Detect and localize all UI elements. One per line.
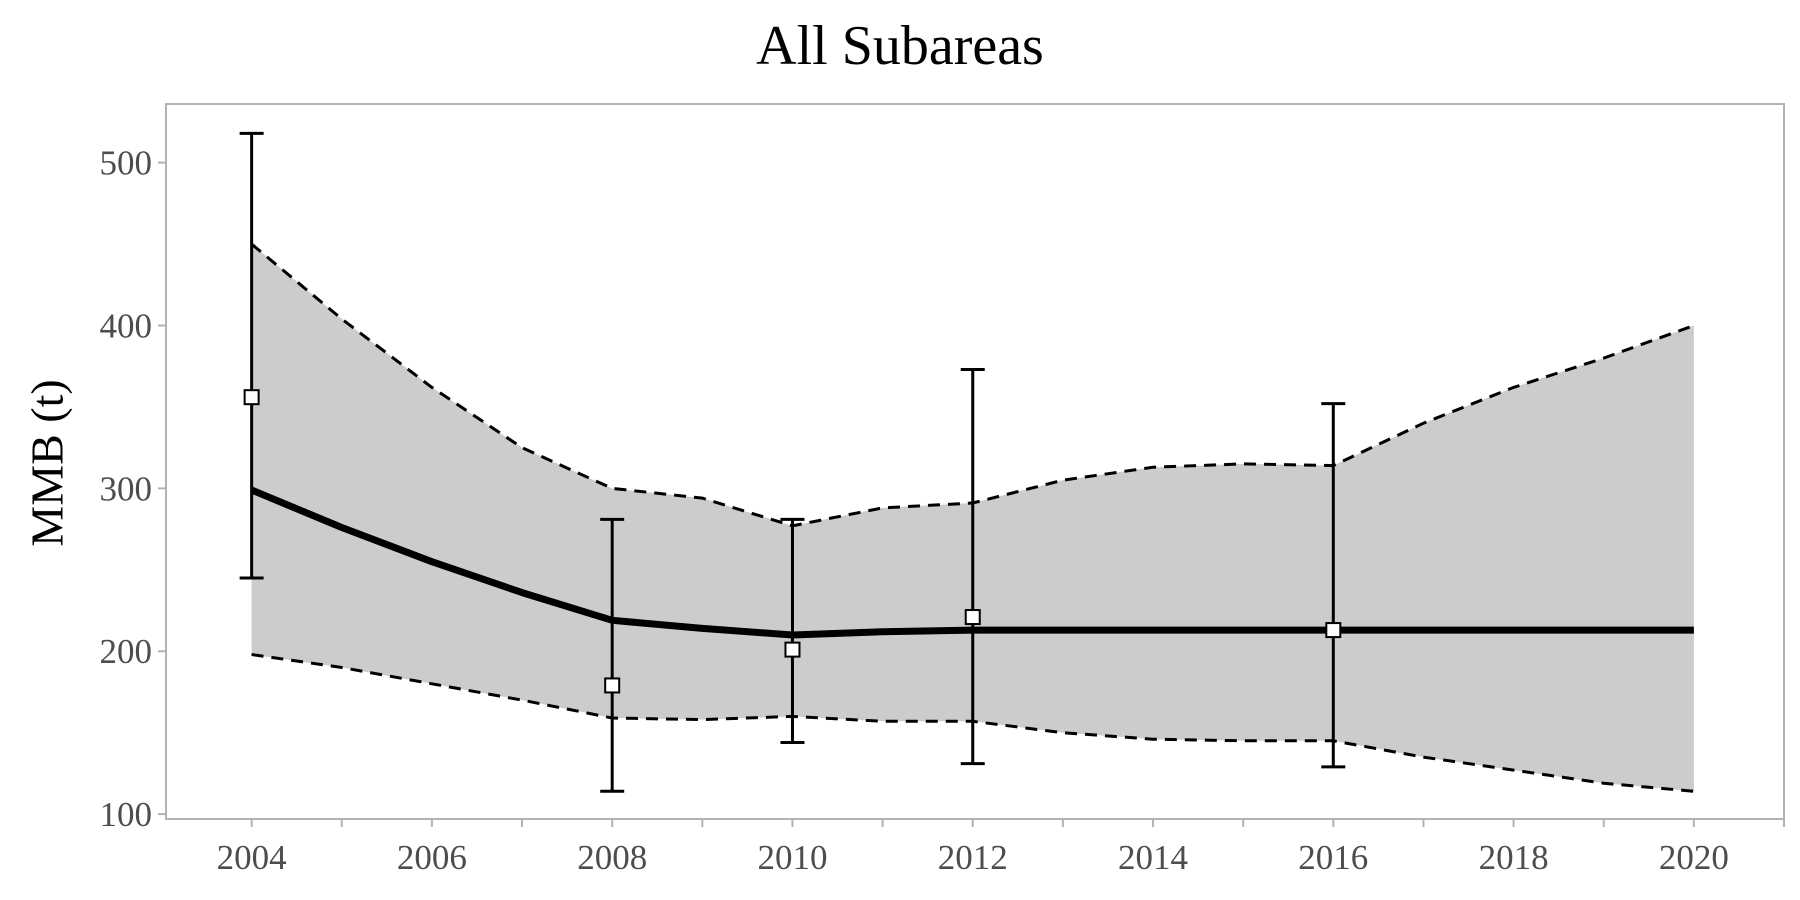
x-tick-label: 2010 bbox=[757, 838, 827, 877]
y-tick-label: 500 bbox=[100, 144, 153, 183]
x-tick-label: 2008 bbox=[577, 838, 647, 877]
y-tick-label: 400 bbox=[100, 307, 153, 346]
x-tick-label: 2014 bbox=[1118, 838, 1188, 877]
y-tick-label: 100 bbox=[100, 795, 153, 834]
observation-marker bbox=[784, 641, 801, 658]
observation-marker bbox=[604, 677, 621, 694]
observation-marker bbox=[1325, 622, 1342, 639]
chart-title: All Subareas bbox=[756, 15, 1044, 77]
x-tick-label: 2016 bbox=[1298, 838, 1368, 877]
x-tick-label: 2004 bbox=[217, 838, 287, 877]
axes-layer: 100 200 300 400 500 2004 2006 2008 2010 2012 2014 2… bbox=[100, 103, 1785, 877]
panel-border bbox=[165, 103, 1785, 820]
observations-layer bbox=[239, 131, 1346, 793]
x-tick-label: 2018 bbox=[1479, 838, 1549, 877]
observation-marker bbox=[964, 609, 981, 626]
x-tick-label: 2012 bbox=[938, 838, 1008, 877]
observation-2012 bbox=[960, 367, 985, 766]
y-tick-label: 300 bbox=[100, 469, 153, 508]
observation-marker bbox=[243, 389, 260, 406]
x-tick-label: 2006 bbox=[397, 838, 467, 877]
x-tick-label: 2020 bbox=[1659, 838, 1729, 877]
observation-2016 bbox=[1321, 402, 1346, 769]
observation-2010 bbox=[780, 517, 805, 744]
y-tick-label: 200 bbox=[100, 632, 153, 671]
observation-2008 bbox=[600, 517, 625, 793]
observation-2004 bbox=[239, 131, 264, 580]
